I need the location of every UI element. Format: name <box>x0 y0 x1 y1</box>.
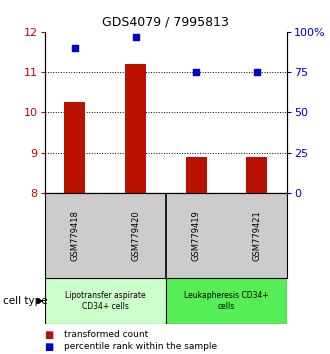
Text: GSM779421: GSM779421 <box>252 210 261 261</box>
Bar <box>166 278 287 324</box>
Bar <box>64 102 85 193</box>
Text: GSM779419: GSM779419 <box>192 210 201 261</box>
Bar <box>125 64 146 193</box>
Text: ■: ■ <box>45 330 54 339</box>
Bar <box>45 278 166 324</box>
Text: Lipotransfer aspirate
CD34+ cells: Lipotransfer aspirate CD34+ cells <box>65 291 146 310</box>
Text: cell type: cell type <box>3 296 48 306</box>
Text: Leukapheresis CD34+
cells: Leukapheresis CD34+ cells <box>184 291 269 310</box>
Text: transformed count: transformed count <box>64 330 148 339</box>
Bar <box>246 158 267 193</box>
Point <box>254 69 259 75</box>
Point <box>133 34 138 40</box>
Text: GDS4079 / 7995813: GDS4079 / 7995813 <box>102 16 228 29</box>
Text: percentile rank within the sample: percentile rank within the sample <box>64 342 217 352</box>
Text: GSM779420: GSM779420 <box>131 210 140 261</box>
Text: ■: ■ <box>45 342 54 352</box>
Point <box>193 69 199 75</box>
Point <box>72 45 78 51</box>
Text: GSM779418: GSM779418 <box>70 210 80 261</box>
Bar <box>185 158 207 193</box>
